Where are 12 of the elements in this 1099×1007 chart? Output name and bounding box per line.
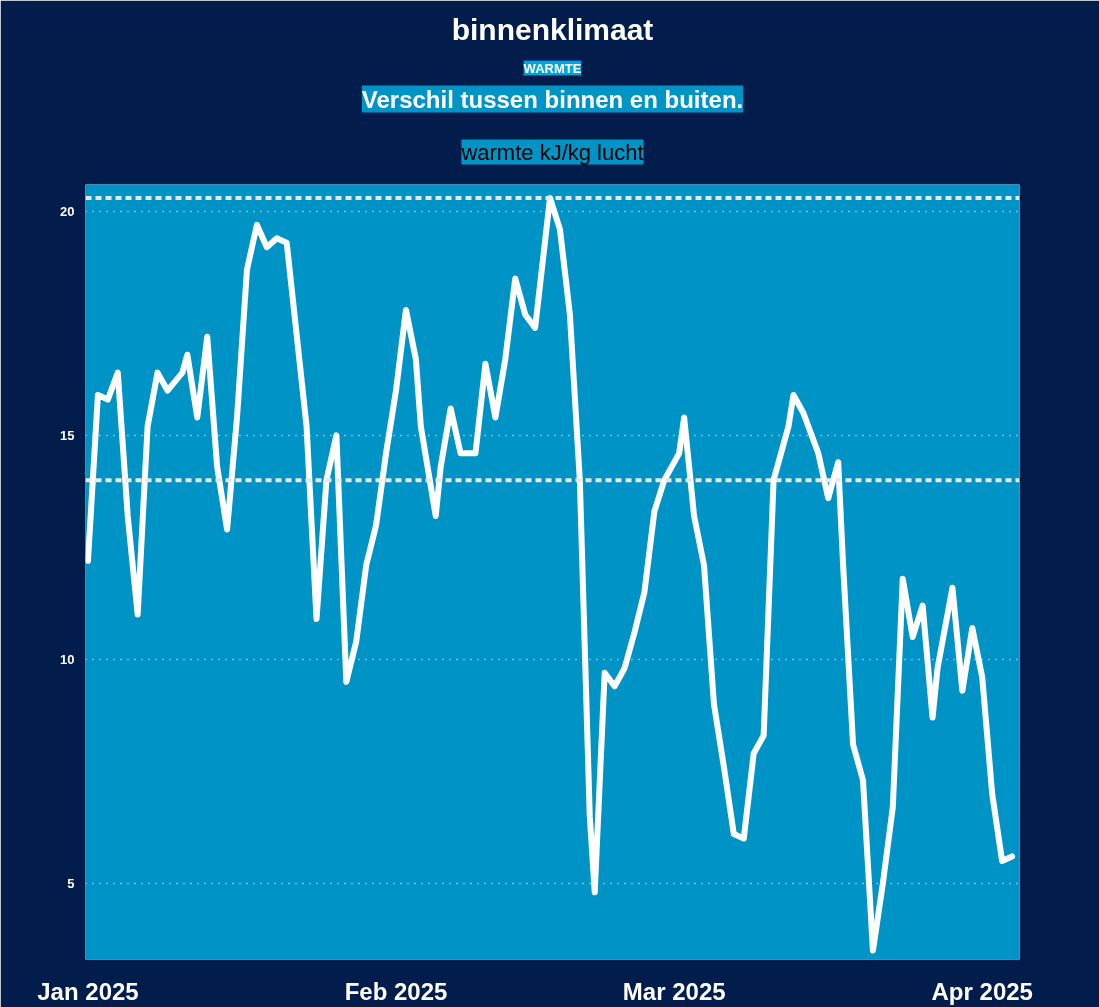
x-tick-label: Feb 2025 (344, 977, 448, 1005)
y-tick-label: 10 (60, 651, 75, 667)
chart-title: binnenklimaat (451, 12, 654, 46)
text: WARMTE (523, 60, 582, 76)
x-tick-label: Apr 2025 (931, 977, 1033, 1005)
y-tick-label: 15 (60, 427, 75, 443)
y-tick-label: 5 (67, 875, 75, 891)
text: warmte kJ/kg lucht (460, 139, 644, 165)
x-tick-label: Mar 2025 (622, 977, 726, 1005)
x-tick-label: Jan 2025 (37, 977, 139, 1005)
chart-subtitle: Verschil tussen binnen en buiten. (361, 85, 744, 113)
y-tick-label: 20 (60, 203, 75, 219)
